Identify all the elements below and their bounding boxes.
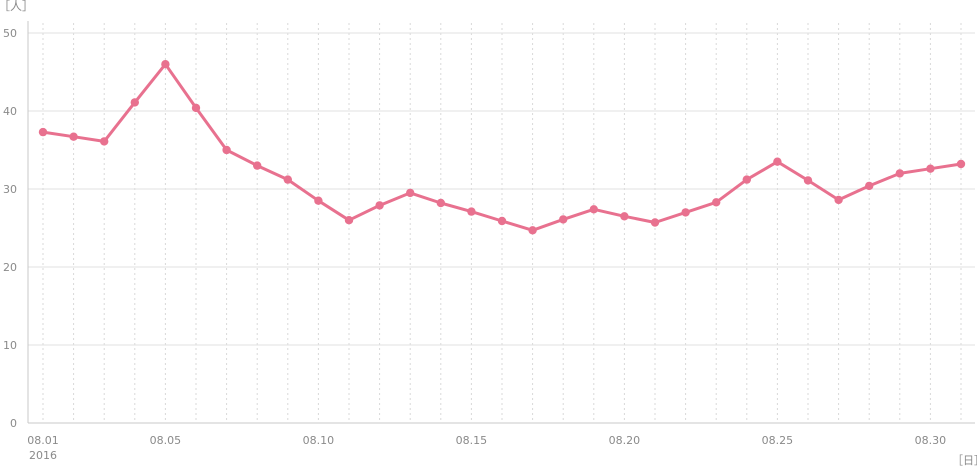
data-point[interactable] [742,175,751,184]
y-tick-label: 0 [10,417,17,430]
data-point[interactable] [38,127,48,137]
data-point[interactable] [344,216,354,225]
data-point[interactable] [956,159,966,169]
data-point[interactable] [773,157,782,166]
x-tick-label: 08.10 [303,434,335,447]
data-point[interactable] [865,181,874,191]
x-axis-label: ［日］ [952,454,977,467]
data-point[interactable] [528,226,537,235]
x-tick-label: 08.01 [27,434,59,447]
y-tick-label: 10 [3,339,17,352]
y-axis-label: ［人］ [0,0,34,13]
x-tick-label: 08.30 [915,434,947,447]
x-tick-label: 08.15 [456,434,488,447]
x-tick-label: 08.20 [609,434,641,447]
data-point[interactable] [712,198,721,207]
data-point[interactable] [406,188,415,198]
y-tick-label: 40 [3,105,17,118]
data-point[interactable] [620,212,629,221]
series-layer [38,59,966,235]
data-point[interactable] [436,198,445,208]
data-point[interactable] [100,137,109,146]
data-point[interactable] [834,195,843,205]
data-point[interactable] [283,175,292,184]
y-tick-label: 30 [3,183,17,196]
axes: 0 10 20 30 40 50 08.01 2016 08.05 08.10 08.15 08.20… [3,21,946,462]
y-tick-label: 20 [3,261,17,274]
y-tick-label: 50 [3,27,17,40]
data-point[interactable] [497,216,507,226]
data-point[interactable] [253,161,262,170]
data-point[interactable] [589,205,598,214]
data-point[interactable] [222,145,231,155]
data-point[interactable] [926,164,935,173]
data-point[interactable] [650,218,660,227]
data-point[interactable] [895,169,904,178]
x-tick-label: 08.05 [150,434,182,447]
data-point[interactable] [191,103,201,113]
x-tick-label: 08.25 [762,434,794,447]
data-point[interactable] [467,207,476,216]
data-point[interactable] [69,132,78,141]
data-point[interactable] [803,176,813,185]
data-point[interactable] [559,215,568,224]
data-point[interactable] [130,98,139,107]
data-point[interactable] [314,196,323,205]
data-point[interactable] [681,208,690,217]
x-tick-sublabel: 2016 [29,449,57,462]
data-point[interactable] [375,201,384,210]
data-point[interactable] [161,59,170,69]
